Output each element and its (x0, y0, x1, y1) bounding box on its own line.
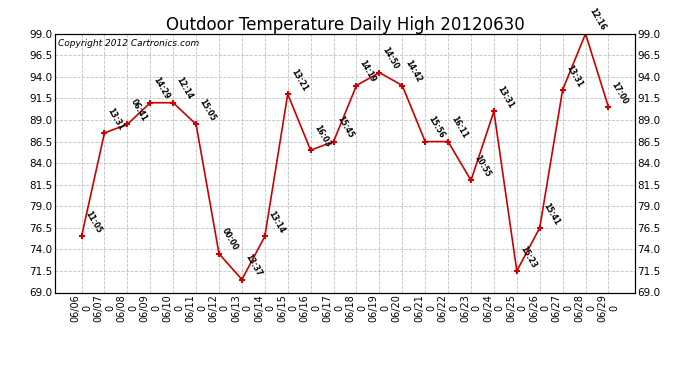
Text: 14:42: 14:42 (404, 59, 424, 84)
Text: 13:37: 13:37 (244, 253, 263, 278)
Text: 12:14: 12:14 (175, 76, 195, 101)
Text: 13:31: 13:31 (564, 63, 584, 88)
Text: 12:16: 12:16 (587, 7, 607, 32)
Text: 10:55: 10:55 (473, 154, 492, 179)
Text: 06:41: 06:41 (129, 98, 148, 123)
Text: 13:31: 13:31 (106, 106, 126, 132)
Text: 13:31: 13:31 (495, 85, 515, 110)
Text: 11:05: 11:05 (83, 210, 103, 235)
Text: 15:41: 15:41 (541, 201, 561, 226)
Text: 13:14: 13:14 (266, 210, 286, 235)
Text: 16:03: 16:03 (312, 123, 332, 149)
Text: 15:45: 15:45 (335, 115, 355, 140)
Text: 14:50: 14:50 (381, 46, 401, 71)
Text: 15:56: 15:56 (426, 115, 446, 140)
Text: 15:05: 15:05 (197, 98, 217, 123)
Text: 15:23: 15:23 (518, 244, 538, 270)
Text: 14:19: 14:19 (358, 59, 377, 84)
Text: 16:11: 16:11 (449, 115, 469, 140)
Text: Copyright 2012 Cartronics.com: Copyright 2012 Cartronics.com (58, 39, 199, 48)
Text: 00:00: 00:00 (220, 227, 240, 252)
Text: 14:29: 14:29 (152, 76, 172, 101)
Title: Outdoor Temperature Daily High 20120630: Outdoor Temperature Daily High 20120630 (166, 16, 524, 34)
Text: 13:21: 13:21 (289, 68, 309, 93)
Text: 17:00: 17:00 (610, 80, 630, 106)
